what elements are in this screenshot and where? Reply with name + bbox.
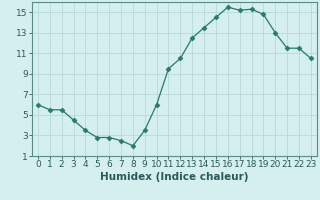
X-axis label: Humidex (Indice chaleur): Humidex (Indice chaleur) — [100, 172, 249, 182]
